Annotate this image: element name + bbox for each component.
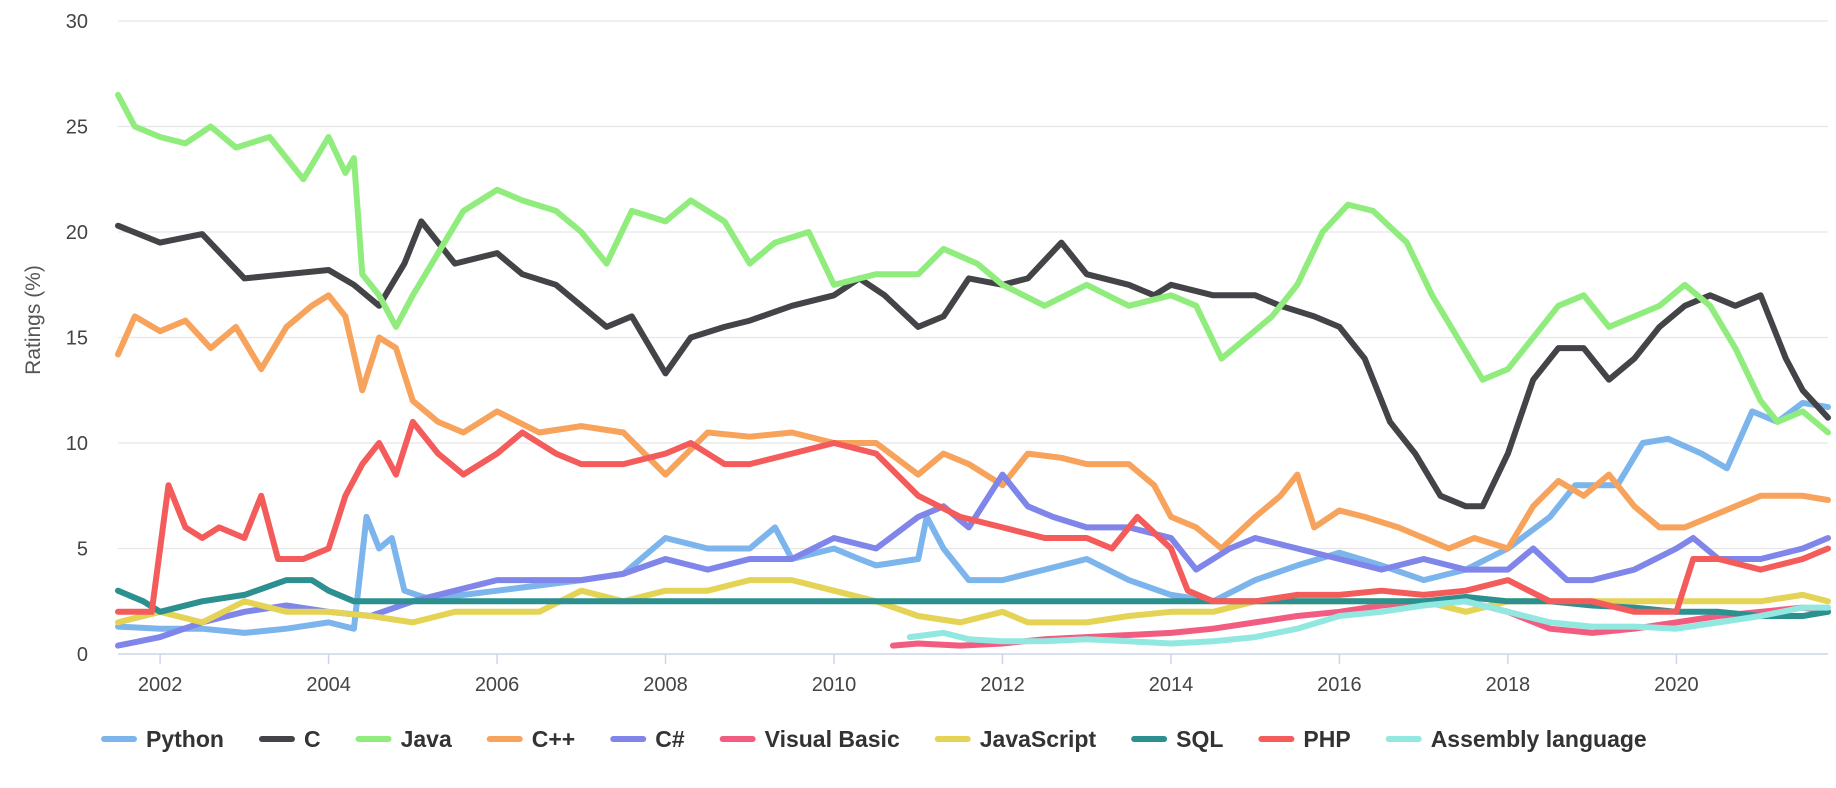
x-tick-label: 2006 [475,674,520,696]
y-tick-label: 25 [66,117,88,139]
x-tick-label: 2010 [812,674,857,696]
series-line-python [115,399,1831,636]
y-tick-label: 5 [77,539,88,561]
y-tick-label: 30 [66,11,88,33]
x-tick-label: 2004 [306,674,351,696]
legend-item-java[interactable]: Java [355,726,452,752]
y-tick-label: 15 [66,328,88,350]
legend-label: Assembly language [1431,726,1647,752]
x-tick-label: 2002 [138,674,183,696]
y-tick-label: 10 [66,433,88,455]
legend-label: Visual Basic [765,726,900,752]
legend-label: JavaScript [980,726,1097,752]
legend-label: Java [401,726,452,752]
x-tick-label: 2012 [980,674,1025,696]
legend-item-c[interactable]: C# [610,726,685,752]
legend-item-php[interactable]: PHP [1258,726,1351,752]
y-axis-title: Ratings (%) [22,265,45,375]
x-tick-label: 2008 [643,674,688,696]
series-line-c [115,471,1831,649]
x-tick-label: 2016 [1317,674,1362,696]
x-tick-label: 2020 [1654,674,1699,696]
legend-label: PHP [1303,726,1350,752]
legend-label: C# [655,726,685,752]
y-tick-label: 0 [77,644,88,666]
series-line-c [115,218,1831,510]
series-line-assembly-language [906,598,1831,647]
legend-item-c[interactable]: C++ [486,726,575,752]
legend-label: SQL [1176,726,1223,752]
series-line-java [115,91,1831,436]
x-axis: 2002 2004 2006 2008 2010 2012 2014 2016 2018 2020 [118,653,1828,696]
y-tick-label: 20 [66,222,88,244]
x-tick-label: 2018 [1486,674,1531,696]
legend-item-c[interactable]: C [258,726,321,752]
x-tick-label: 2014 [1149,674,1194,696]
legend-item-python[interactable]: Python [101,726,224,752]
legend-item-javascript[interactable]: JavaScript [934,726,1097,752]
legend-label: C [304,726,321,752]
legend-item-sql[interactable]: SQL [1131,726,1223,752]
series-line-c [115,292,1831,552]
legend-item-assembly-language[interactable]: Assembly language [1385,726,1647,752]
series-line-sql [115,577,1831,619]
y-axis-ticks: 0 5 10 15 20 25 30 [66,11,88,666]
legend[interactable]: Python C Java C++ C# Visual Basic JavaScript SQ… [101,726,1647,752]
series-lines [115,91,1831,649]
legend-label: Python [146,726,224,752]
legend-item-visual-basic[interactable]: Visual Basic [719,726,900,752]
series-line-php [115,418,1831,615]
legend-label: C++ [532,726,575,752]
